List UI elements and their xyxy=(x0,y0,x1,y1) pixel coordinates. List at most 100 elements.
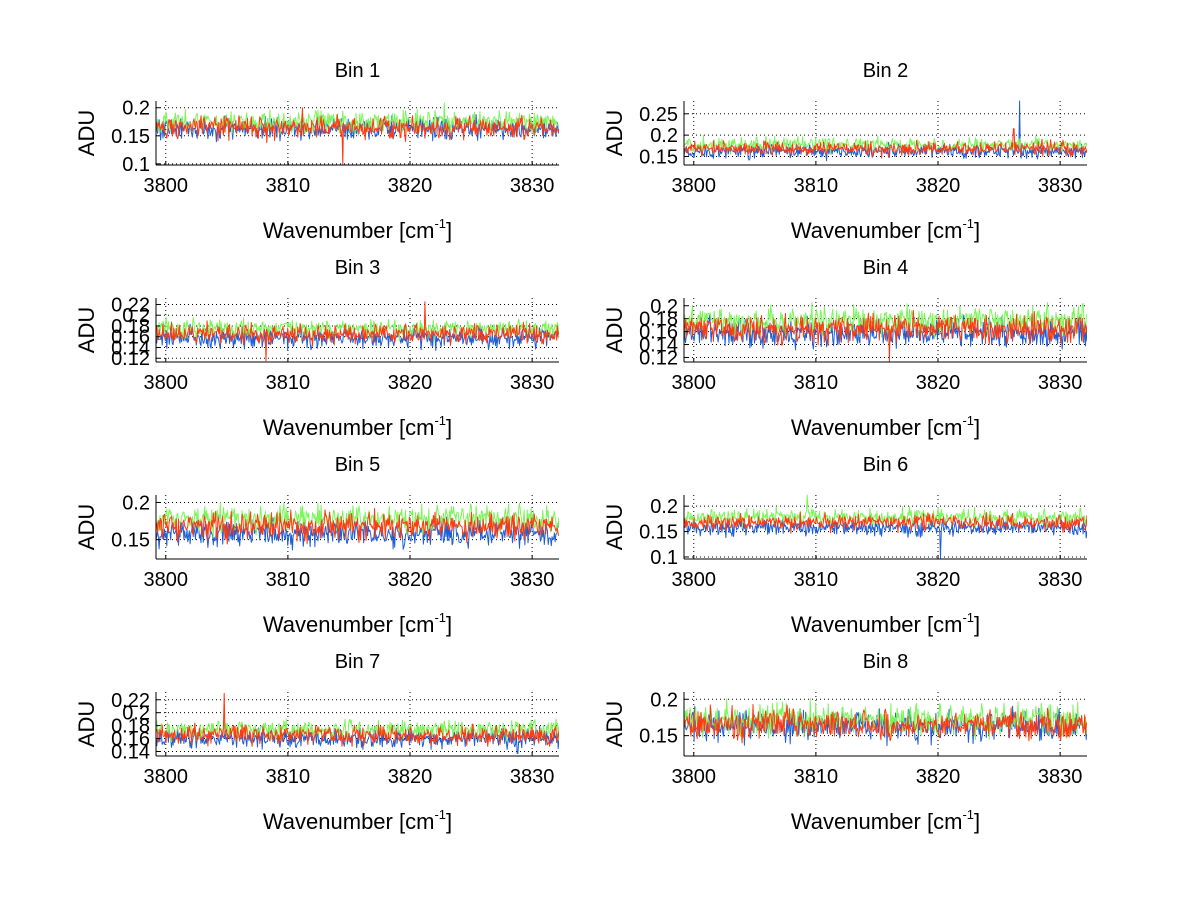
series-line-green xyxy=(156,316,559,342)
subplot-bin-4: Bin 4 3800 3810 3820 3830 0.120.140.160.180.2… xyxy=(602,257,1087,440)
x-axis-label-bracket: ] xyxy=(446,612,452,637)
y-tick-label: 0.14 xyxy=(111,741,150,763)
y-axis-label: ADU xyxy=(602,701,627,747)
subplot-title: Bin 8 xyxy=(863,651,909,673)
x-axis-label-text: Wavenumber [cm xyxy=(791,218,963,243)
x-tick-label: 3820 xyxy=(916,569,961,591)
series-line-red xyxy=(684,703,1087,744)
y-tick-label: 0.22 xyxy=(111,690,150,712)
x-tick-label: 3830 xyxy=(510,569,555,591)
x-axis-label-bracket: ] xyxy=(446,415,452,440)
x-tick-label: 3810 xyxy=(794,372,839,394)
x-axis-label-text: Wavenumber [cm xyxy=(263,415,435,440)
y-axis-label: ADU xyxy=(74,307,99,353)
x-tick-label: 3820 xyxy=(916,372,961,394)
series-line-red xyxy=(156,692,559,747)
y-tick-label: 0.16 xyxy=(111,729,150,751)
x-axis-label-superscript: -1 xyxy=(962,413,974,428)
x-tick-label: 3820 xyxy=(916,766,961,788)
subplot-bin-1: Bin 1 3800 3810 3820 3830 0.1 0.15 0.2 ADU Wavenu… xyxy=(74,60,559,243)
y-tick-label: 0.2 xyxy=(650,296,678,318)
y-tick-label: 0.15 xyxy=(639,726,678,748)
series-line-blue xyxy=(684,100,1087,162)
subplot-bin-5: Bin 5 3800 3810 3820 3830 0.15 0.2 ADU Wavenumbe… xyxy=(74,454,559,637)
y-tick-label: 0.12 xyxy=(111,348,150,370)
x-axis-label-superscript: -1 xyxy=(434,216,446,231)
x-tick-label: 3810 xyxy=(266,372,311,394)
x-tick-label: 3830 xyxy=(510,175,555,197)
x-axis-label-text: Wavenumber [cm xyxy=(791,612,963,637)
y-tick-label: 0.2 xyxy=(650,689,678,711)
y-tick-label: 0.2 xyxy=(122,703,150,725)
x-tick-label: 3810 xyxy=(794,175,839,197)
x-tick-label: 3830 xyxy=(510,766,555,788)
x-axis-label: Wavenumber [cm-1] xyxy=(263,610,452,637)
x-axis-label-superscript: -1 xyxy=(434,807,446,822)
x-tick-label: 3810 xyxy=(794,569,839,591)
x-axis-label-text: Wavenumber [cm xyxy=(263,809,435,834)
x-tick-label: 3830 xyxy=(1038,372,1083,394)
y-tick-label: 0.22 xyxy=(111,294,150,316)
series-line-red xyxy=(156,301,559,362)
y-axis-label: ADU xyxy=(602,110,627,156)
y-tick-label: 0.16 xyxy=(639,322,678,344)
series-line-red xyxy=(684,511,1087,534)
x-axis-label-superscript: -1 xyxy=(962,610,974,625)
series-line-blue xyxy=(684,517,1087,559)
x-axis-label-bracket: ] xyxy=(974,612,980,637)
x-axis-label-text: Wavenumber [cm xyxy=(263,218,435,243)
subplot-title: Bin 7 xyxy=(335,651,381,673)
x-tick-label: 3820 xyxy=(388,766,433,788)
y-tick-label: 0.14 xyxy=(111,337,150,359)
y-axis-label: ADU xyxy=(602,307,627,353)
y-tick-label: 0.15 xyxy=(111,126,150,148)
y-tick-label: 0.18 xyxy=(639,309,678,331)
y-tick-label: 0.1 xyxy=(650,547,678,569)
x-axis-label-text: Wavenumber [cm xyxy=(791,415,963,440)
y-tick-label: 0.25 xyxy=(639,104,678,126)
x-axis-label-bracket: ] xyxy=(974,415,980,440)
subplot-bin-3: Bin 3 3800 3810 3820 3830 0.120.140.160.180.2… xyxy=(74,257,559,440)
x-axis-label-superscript: -1 xyxy=(962,807,974,822)
subplot-bin-7: Bin 7 3800 3810 3820 3830 0.140.160.180.20.22… xyxy=(74,651,559,834)
x-tick-label: 3800 xyxy=(144,175,189,197)
x-tick-label: 3800 xyxy=(672,569,717,591)
y-tick-label: 0.15 xyxy=(639,522,678,544)
y-tick-label: 0.2 xyxy=(122,305,150,327)
x-axis-label-superscript: -1 xyxy=(962,216,974,231)
x-tick-label: 3800 xyxy=(144,569,189,591)
x-axis-label-bracket: ] xyxy=(446,809,452,834)
x-tick-label: 3800 xyxy=(144,766,189,788)
x-tick-label: 3800 xyxy=(144,372,189,394)
x-axis-label: Wavenumber [cm-1] xyxy=(791,610,980,637)
y-tick-label: 0.14 xyxy=(639,335,678,357)
series-line-blue xyxy=(156,516,559,551)
subplot-title: Bin 3 xyxy=(335,257,381,279)
x-axis-label-superscript: -1 xyxy=(434,413,446,428)
x-tick-label: 3830 xyxy=(510,372,555,394)
y-tick-label: 0.2 xyxy=(122,492,150,514)
x-axis-label-bracket: ] xyxy=(446,218,452,243)
series-line-red xyxy=(156,107,559,166)
series-line-red xyxy=(684,128,1087,159)
x-tick-label: 3810 xyxy=(266,175,311,197)
subplot-title: Bin 2 xyxy=(863,60,909,82)
y-tick-label: 0.16 xyxy=(111,327,150,349)
series-line-red xyxy=(156,508,559,545)
series-line-green xyxy=(156,102,559,136)
x-tick-label: 3810 xyxy=(266,569,311,591)
y-tick-label: 0.18 xyxy=(111,316,150,338)
x-tick-label: 3820 xyxy=(388,372,433,394)
x-axis-label: Wavenumber [cm-1] xyxy=(263,216,452,243)
x-tick-label: 3820 xyxy=(388,175,433,197)
x-tick-label: 3820 xyxy=(388,569,433,591)
x-axis-label: Wavenumber [cm-1] xyxy=(791,807,980,834)
y-tick-label: 0.15 xyxy=(111,530,150,552)
x-axis-label-text: Wavenumber [cm xyxy=(791,809,963,834)
x-tick-label: 3820 xyxy=(916,175,961,197)
y-tick-label: 0.2 xyxy=(650,496,678,518)
y-axis-label: ADU xyxy=(74,701,99,747)
subplot-title: Bin 1 xyxy=(335,60,381,82)
subplot-bin-6: Bin 6 3800 3810 3820 3830 0.1 0.15 0.2 ADU Wavenu… xyxy=(602,454,1087,637)
subplot-bin-8: Bin 8 3800 3810 3820 3830 0.15 0.2 ADU Wavenumbe… xyxy=(602,651,1087,834)
